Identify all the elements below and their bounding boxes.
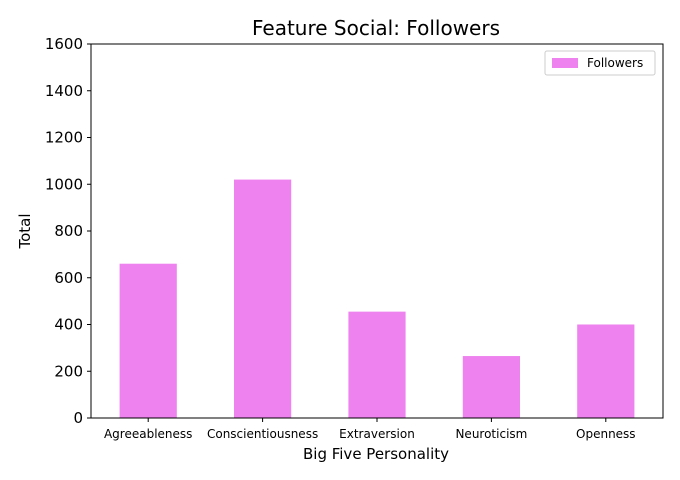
chart-title: Feature Social: Followers bbox=[252, 16, 500, 40]
y-tick-label: 1600 bbox=[45, 35, 83, 53]
bar-extraversion bbox=[348, 311, 406, 418]
y-tick-label: 1400 bbox=[45, 82, 83, 100]
y-tick-label: 200 bbox=[54, 362, 83, 380]
bar-neuroticism bbox=[462, 356, 520, 418]
bar-agreeableness bbox=[119, 263, 177, 418]
legend-frame bbox=[544, 50, 656, 76]
y-axis-label: Total bbox=[16, 213, 34, 249]
y-tick-label: 800 bbox=[54, 222, 83, 240]
legend: Followers bbox=[544, 50, 656, 76]
legend-swatch-followers bbox=[552, 58, 578, 68]
y-tick-label: 600 bbox=[54, 269, 83, 287]
x-tick-label: Agreeableness bbox=[104, 427, 192, 441]
x-axis-label: Big Five Personality bbox=[303, 445, 449, 463]
legend-label-followers: Followers bbox=[587, 56, 643, 70]
y-axis-ticks: 0 200 400 600 800 1000 1200 1400 1600 bbox=[45, 35, 91, 427]
x-tick-label: Openness bbox=[576, 427, 636, 441]
y-tick-label: 400 bbox=[54, 316, 83, 334]
x-tick-label: Extraversion bbox=[339, 427, 415, 441]
bar-conscientiousness bbox=[234, 179, 292, 418]
y-tick-label: 1200 bbox=[45, 129, 83, 147]
bar-openness bbox=[577, 324, 635, 418]
x-tick-label: Neuroticism bbox=[455, 427, 527, 441]
x-axis-ticks: Agreeableness Conscientiousness Extraversi… bbox=[104, 418, 636, 441]
bars-group bbox=[119, 179, 635, 418]
x-tick-label: Conscientiousness bbox=[207, 427, 318, 441]
y-tick-label: 0 bbox=[73, 409, 83, 427]
y-tick-label: 1000 bbox=[45, 175, 83, 193]
